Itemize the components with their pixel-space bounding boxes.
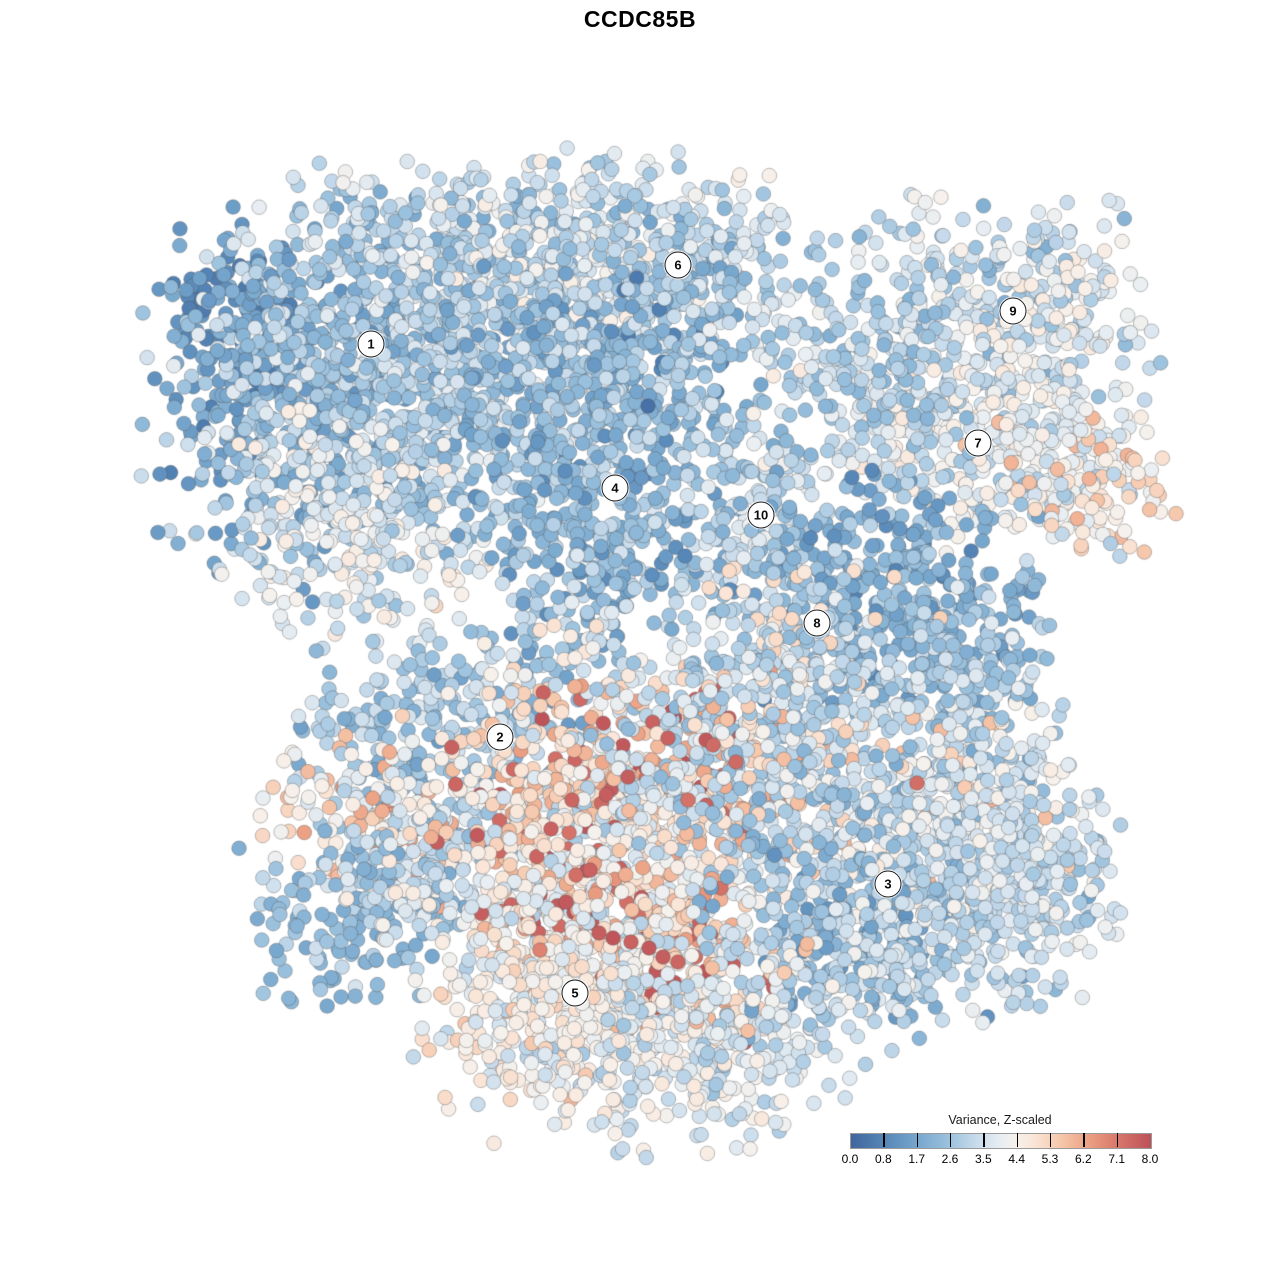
colorbar-tick-label: 1.7 xyxy=(908,1152,925,1166)
colorbar-tick-mark xyxy=(1116,1133,1118,1147)
colorbar-tick-label: 0.8 xyxy=(874,1152,892,1166)
cluster-label-4: 4 xyxy=(601,474,629,502)
colorbar-tick-label: 8.0 xyxy=(1141,1152,1159,1166)
colorbar-title: Variance, Z-scaled xyxy=(948,1113,1052,1127)
colorbar-tick-label: 4.4 xyxy=(1008,1152,1025,1166)
cluster-label-9: 9 xyxy=(999,297,1027,325)
colorbar-gradient xyxy=(850,1133,1152,1149)
colorbar-tick-mark xyxy=(950,1133,952,1147)
colorbar-tick-mark xyxy=(983,1133,985,1147)
cluster-label-3: 3 xyxy=(874,870,902,898)
cluster-label-8: 8 xyxy=(803,609,831,637)
colorbar-tick-mark xyxy=(1083,1133,1085,1147)
colorbar-tick-mark xyxy=(916,1133,918,1147)
colorbar-tick-label: 5.3 xyxy=(1041,1152,1059,1166)
colorbar-tick-label: 7.1 xyxy=(1108,1152,1125,1166)
cluster-label-1: 1 xyxy=(357,330,385,358)
colorbar-tick-mark xyxy=(1016,1133,1018,1147)
cluster-label-5: 5 xyxy=(561,979,589,1007)
colorbar-tick-label: 0.0 xyxy=(841,1152,859,1166)
colorbar-tick-label: 2.6 xyxy=(941,1152,959,1166)
colorbar-tick-mark xyxy=(883,1133,885,1147)
cluster-label-6: 6 xyxy=(664,251,692,279)
colorbar-tick-label: 3.5 xyxy=(974,1152,992,1166)
cluster-label-10: 10 xyxy=(747,501,775,529)
cluster-label-7: 7 xyxy=(964,429,992,457)
colorbar-tick-label: 6.2 xyxy=(1074,1152,1092,1166)
colorbar-legend: Variance, Z-scaled 0.0 0.8 1.7 2.6 3.5 4.4 5.3… xyxy=(842,1113,1159,1166)
cluster-label-2: 2 xyxy=(486,723,514,751)
colorbar-tick-mark xyxy=(1050,1133,1052,1147)
